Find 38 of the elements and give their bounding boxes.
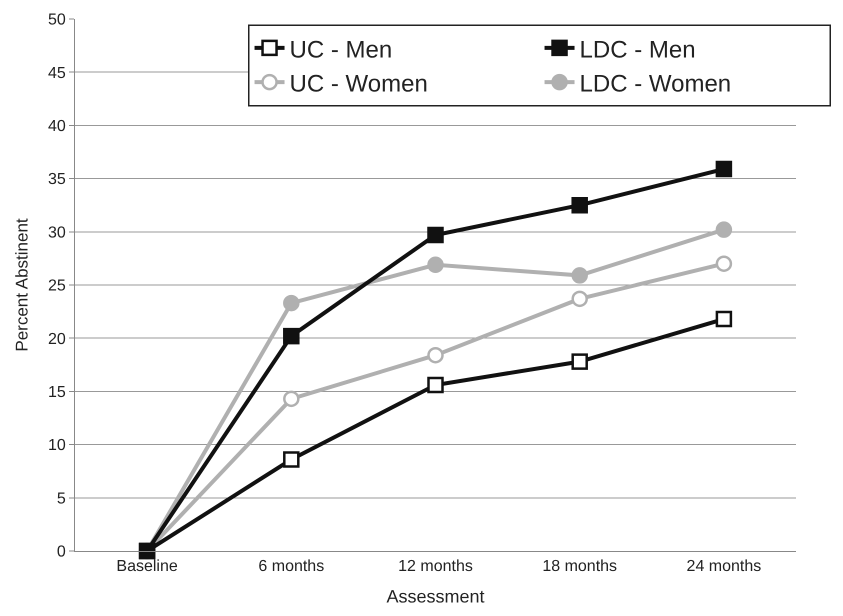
y-tick-label: 45 <box>48 64 66 82</box>
x-tick-label: Baseline <box>116 558 178 576</box>
y-tick-label: 10 <box>48 437 66 454</box>
y-tick-label: 5 <box>56 490 66 508</box>
point <box>716 221 732 238</box>
point <box>283 294 300 312</box>
point <box>283 328 300 344</box>
point <box>571 267 588 284</box>
y-tick-label: 20 <box>48 330 66 348</box>
point <box>716 310 732 328</box>
point <box>427 376 444 394</box>
y-tick-label: 15 <box>48 384 66 401</box>
y-tick-label: 35 <box>48 171 66 188</box>
x-tick-label: 6 months <box>258 558 324 576</box>
y-tick-label: 30 <box>48 224 66 242</box>
point <box>427 346 444 364</box>
x-tick-label: 12 months <box>398 558 473 576</box>
y-tick-label: 40 <box>48 118 66 135</box>
legend-label: UC - Women <box>290 70 428 98</box>
point <box>427 256 444 274</box>
point <box>571 290 588 308</box>
legend-label: UC - Men <box>290 36 392 64</box>
point <box>427 226 444 244</box>
x-tick-label: 24 months <box>686 558 762 576</box>
y-tick-label: 0 <box>56 544 66 561</box>
point <box>571 196 588 214</box>
point <box>571 353 588 370</box>
y-tick-label: 25 <box>48 278 66 295</box>
legend-label: LDC - Women <box>580 70 732 98</box>
y-axis-title: Percent Abstinent <box>12 218 32 352</box>
point <box>283 451 300 468</box>
point <box>716 160 732 178</box>
point <box>716 255 732 272</box>
y-tick-label: 50 <box>48 12 66 29</box>
legend-label: LDC - Men <box>580 36 696 64</box>
point <box>283 390 300 408</box>
x-tick-label: 18 months <box>542 558 618 576</box>
x-axis-title: Assessment <box>386 586 485 606</box>
